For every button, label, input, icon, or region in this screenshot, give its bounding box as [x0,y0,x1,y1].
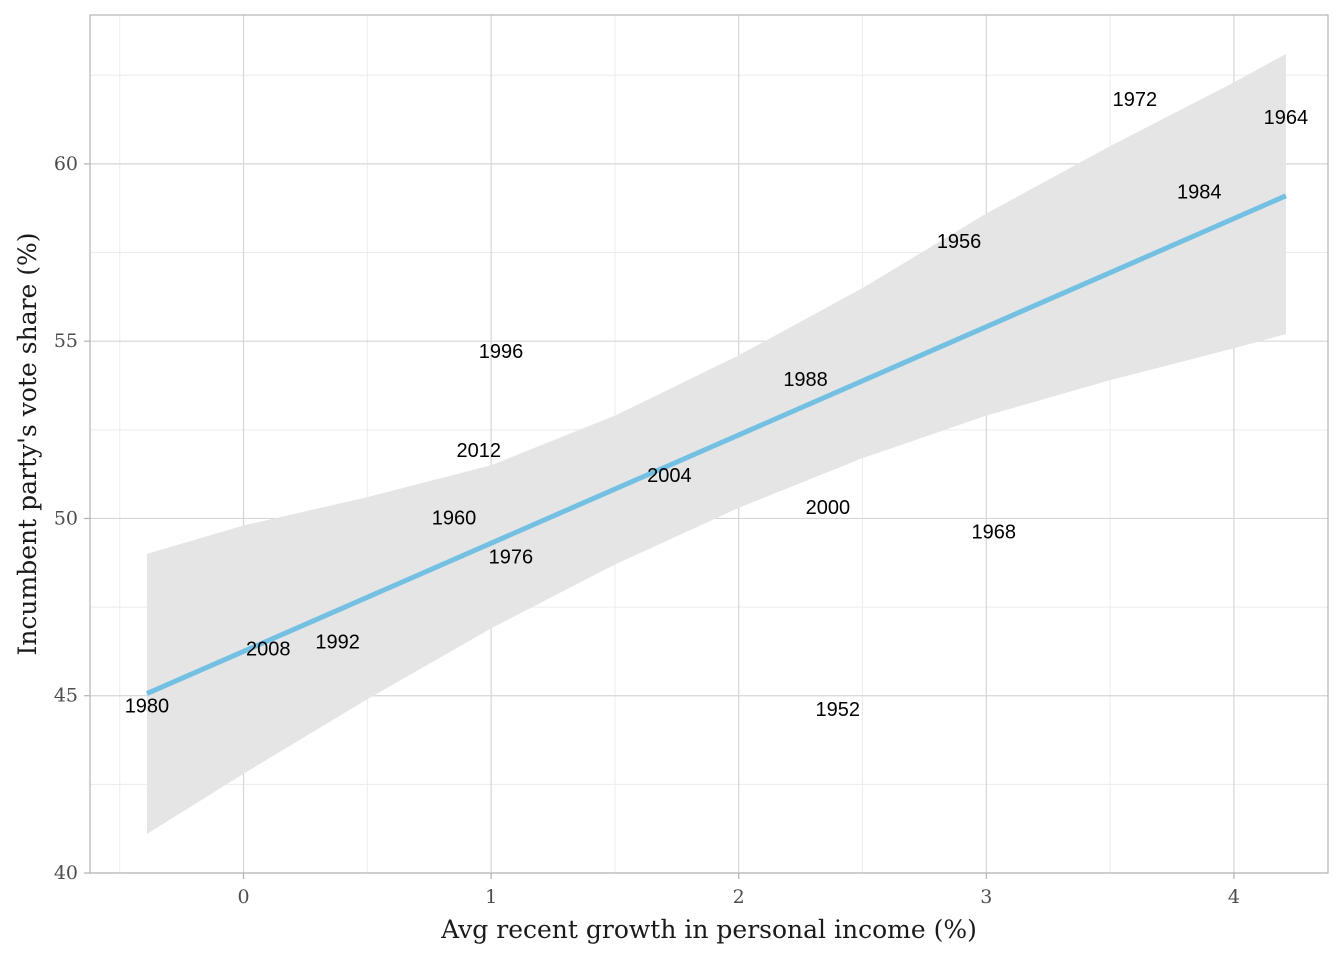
point-label-1972: 1972 [1113,89,1158,111]
y-tick-label: 55 [54,330,78,352]
point-label-1992: 1992 [315,632,360,654]
panel-border [89,14,1329,874]
x-tick-label: 3 [980,886,992,908]
x-axis-ticks: 0 1 2 3 4 [237,873,1240,908]
y-axis-ticks: 40 45 50 55 60 [54,153,90,884]
point-label-2004: 2004 [647,465,692,487]
regression-line [145,193,1287,696]
x-axis-title: Avg recent growth in personal income (%) [440,915,977,944]
point-label-2000: 2000 [806,497,851,519]
y-axis-title: Incumbent party's vote share (%) [13,232,42,655]
point-label-1968: 1968 [971,522,1016,544]
point-label-1952: 1952 [816,699,861,721]
x-tick-label: 0 [237,886,249,908]
x-tick-label: 1 [485,886,497,908]
point-labels: 1952 1956 1960 1964 1968 1972 1976 1980 1984 1988… [125,89,1308,721]
point-label-1980: 1980 [125,695,170,717]
point-label-2008: 2008 [246,639,291,661]
y-tick-label: 40 [54,862,78,884]
point-label-1976: 1976 [489,546,534,568]
point-label-1964: 1964 [1264,107,1309,129]
point-label-2012: 2012 [456,440,501,462]
y-tick-label: 45 [54,685,78,707]
point-label-1960: 1960 [432,507,477,529]
x-tick-label: 4 [1228,886,1240,908]
y-tick-label: 50 [54,507,78,529]
point-label-1988: 1988 [783,369,828,391]
point-label-1996: 1996 [479,341,524,363]
y-tick-label: 60 [54,153,78,175]
point-label-1984: 1984 [1177,181,1222,203]
point-label-1956: 1956 [937,231,982,253]
x-tick-label: 2 [733,886,745,908]
